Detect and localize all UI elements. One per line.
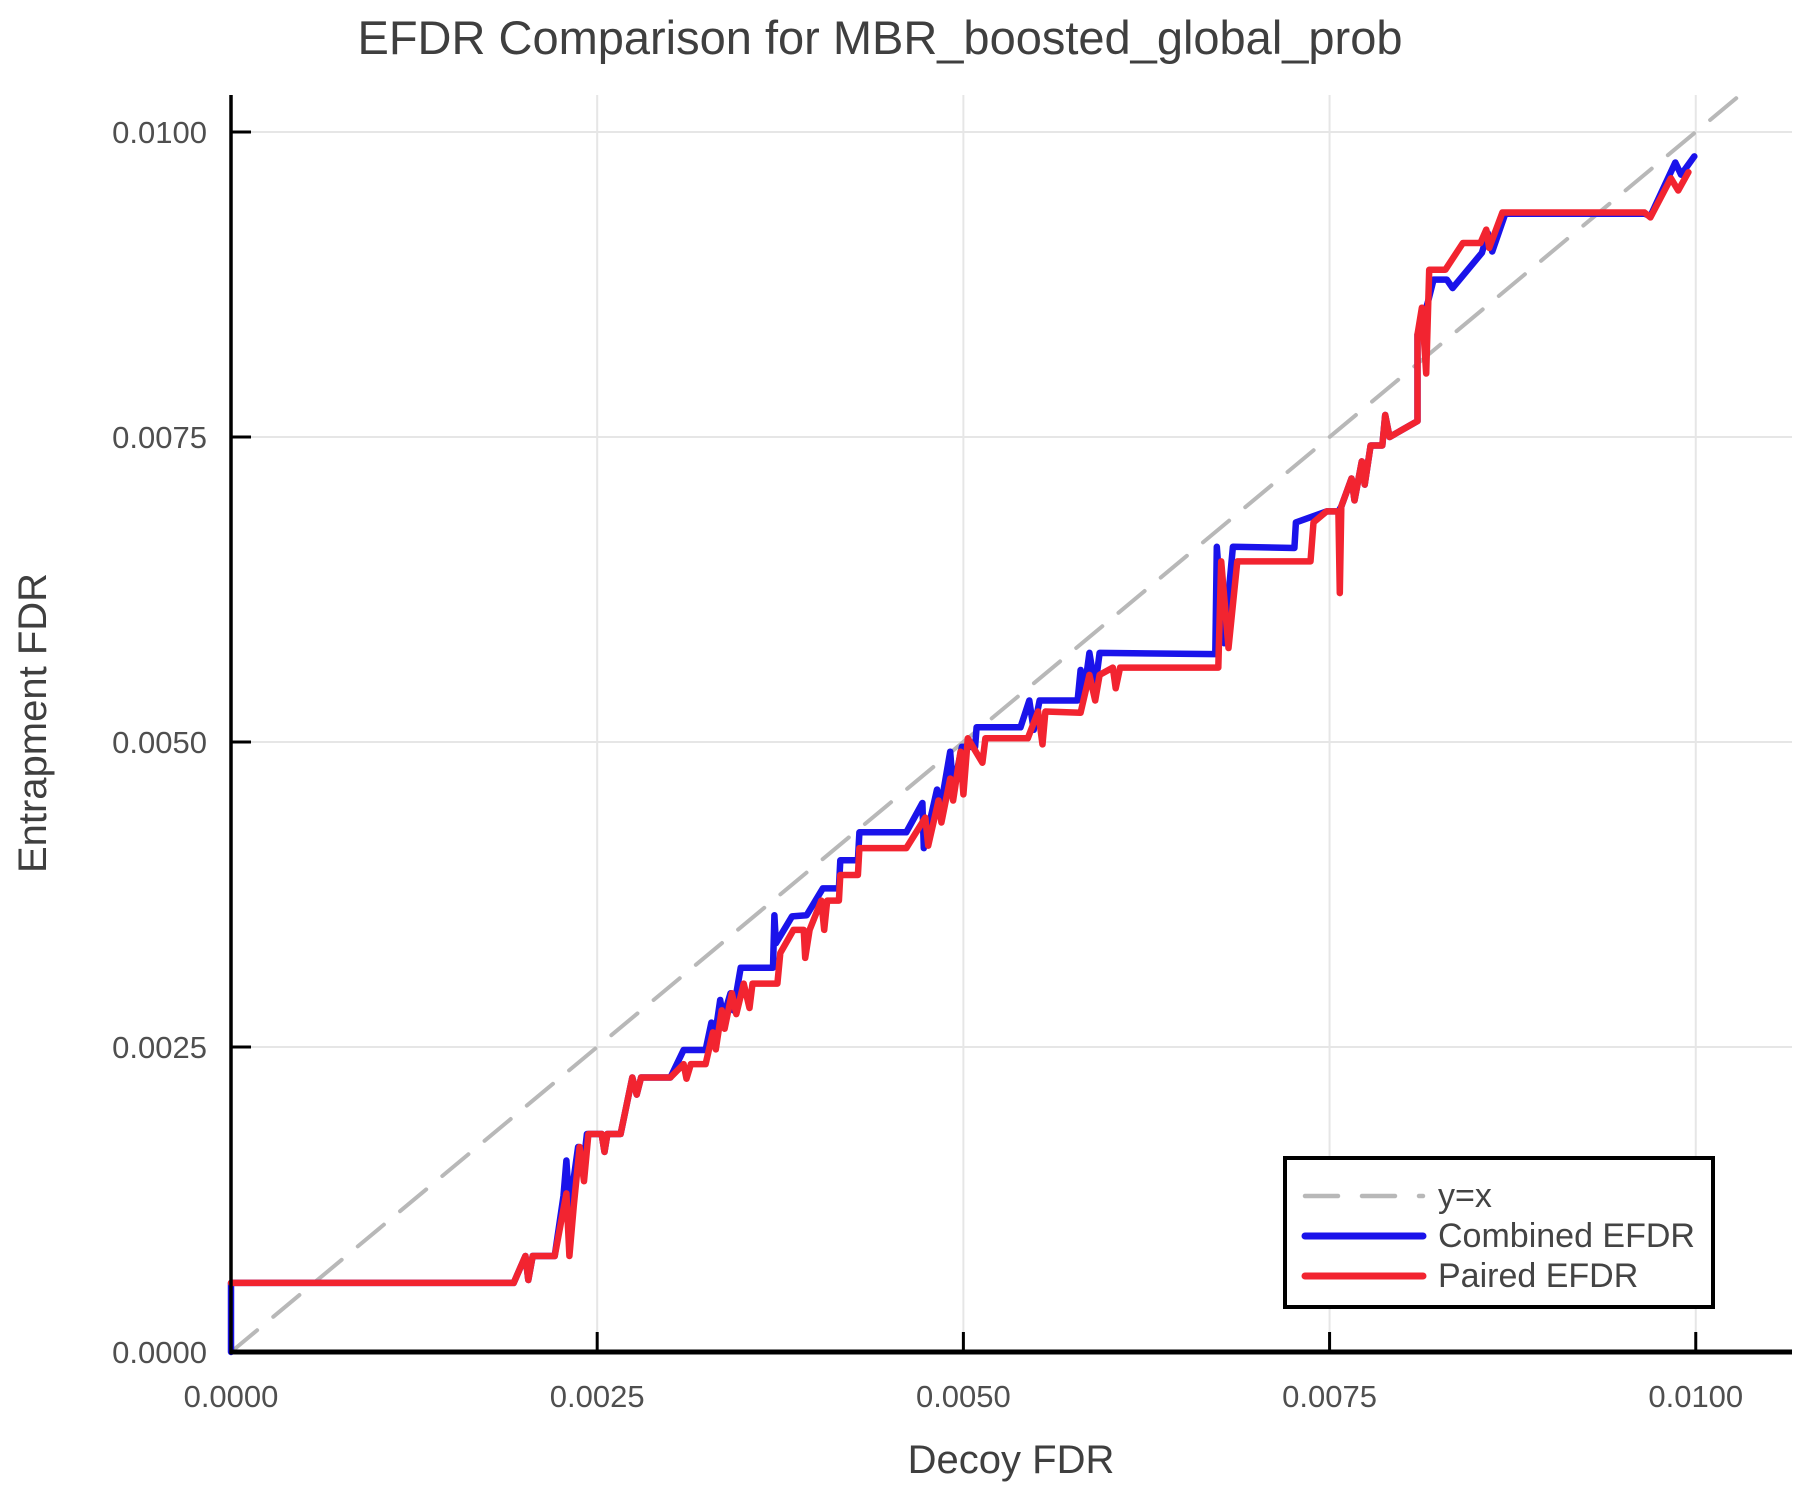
series-layer xyxy=(227,153,1698,1356)
x-tick-label: 0.0000 xyxy=(184,1379,279,1414)
x-axis-label: Decoy FDR xyxy=(908,1438,1115,1482)
x-tick-label: 0.0100 xyxy=(1648,1379,1743,1414)
y-tick-label: 0.0050 xyxy=(112,725,207,760)
y-tick-label: 0.0075 xyxy=(112,420,207,455)
y-tick-label: 0.0000 xyxy=(112,1335,207,1370)
x-tick-label: 0.0075 xyxy=(1282,1379,1377,1414)
legend-label: Paired EFDR xyxy=(1438,1257,1638,1295)
x-tick-label: 0.0050 xyxy=(916,1379,1011,1414)
y-tick-label: 0.0025 xyxy=(112,1030,207,1065)
tick-label-layer: 0.0000 0.0025 0.0050 0.0075 0.0100 0.0000 0.00… xyxy=(112,115,1743,1414)
y-axis-label: Entrapment FDR xyxy=(11,573,55,873)
chart-title: EFDR Comparison for MBR_boosted_global_p… xyxy=(358,11,1403,64)
x-tick-label: 0.0025 xyxy=(550,1379,645,1414)
y-tick-label: 0.0100 xyxy=(112,115,207,150)
legend-label: y=x xyxy=(1438,1177,1492,1215)
grid-layer xyxy=(231,95,1792,1352)
legend-label: Combined EFDR xyxy=(1438,1217,1695,1255)
axes-layer xyxy=(229,95,1792,1355)
series-path-paired xyxy=(227,168,1692,1287)
